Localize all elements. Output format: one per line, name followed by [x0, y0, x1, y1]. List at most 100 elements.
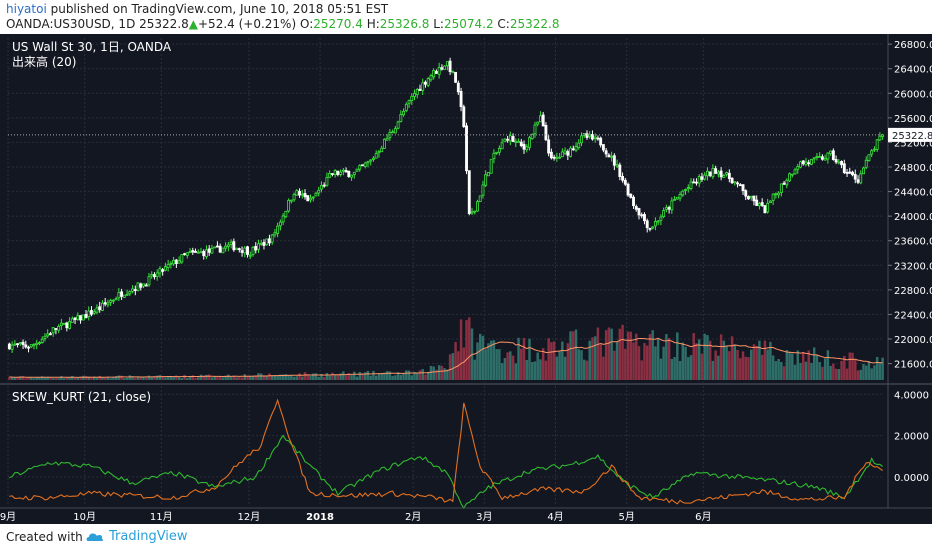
- open-label: O:: [299, 17, 314, 31]
- volume-bar: [210, 377, 214, 380]
- time-tick-label: 4月: [547, 511, 563, 523]
- volume-bar: [314, 373, 318, 380]
- candle-body: [736, 182, 739, 185]
- volume-bar: [109, 378, 112, 380]
- volume-bar: [760, 354, 764, 380]
- price-tick-label: 22800.0: [894, 286, 932, 297]
- volume-bar: [495, 349, 498, 380]
- candle-body: [114, 298, 118, 301]
- candle-body: [519, 141, 523, 147]
- volume-bar: [539, 359, 542, 380]
- candle-body: [95, 307, 99, 313]
- volume-bar: [563, 356, 567, 380]
- volume-bar: [358, 371, 362, 380]
- time-tick-label: 10月: [73, 511, 96, 523]
- time-tick-label: 6月: [695, 511, 711, 523]
- candle-body: [133, 289, 137, 291]
- volume-bar: [262, 375, 266, 380]
- volume-bar: [621, 324, 624, 380]
- candle-body: [629, 193, 633, 198]
- volume-bar: [766, 349, 769, 380]
- candle-body: [273, 232, 277, 236]
- volume-bar: [487, 343, 490, 380]
- volume-bar: [353, 371, 356, 380]
- candle-body: [812, 157, 816, 160]
- candle-body: [747, 195, 750, 200]
- candle-body: [289, 199, 293, 202]
- candle-body: [834, 159, 838, 163]
- candle-body: [596, 137, 600, 140]
- candle-body: [640, 214, 644, 217]
- candle-body: [202, 250, 206, 257]
- volume-bar: [123, 378, 126, 380]
- volume-bar: [202, 375, 205, 380]
- candle-body: [878, 135, 882, 141]
- candle-body: [522, 144, 526, 150]
- volume-bar: [224, 375, 227, 380]
- candle-body: [295, 190, 299, 196]
- candle-body: [810, 158, 813, 165]
- volume-bar: [350, 375, 353, 380]
- volume-bar: [112, 377, 115, 380]
- volume-bar: [697, 339, 701, 380]
- candle-body: [46, 333, 50, 337]
- volume-bar: [394, 375, 397, 380]
- volume-bar: [681, 342, 685, 380]
- volume-bar: [667, 337, 671, 380]
- axes: 26800.0 26400.0 26000.0 25600.0 25200.0 24800…: [0, 34, 932, 523]
- volume-bar: [413, 371, 416, 380]
- volume-bar: [492, 340, 496, 380]
- volume-bar: [703, 333, 706, 380]
- candle-body: [859, 173, 863, 184]
- candle-body: [659, 216, 663, 221]
- volume-bar: [73, 377, 77, 380]
- volume-bar: [637, 346, 641, 380]
- candle-body: [525, 146, 529, 151]
- volume-bar: [780, 361, 783, 380]
- volume-bar: [550, 342, 553, 380]
- chart-area[interactable]: 26800.0 26400.0 26000.0 25600.0 25200.0 24800…: [0, 34, 932, 524]
- publish-info: hiyatoi published on TradingView.com, Ju…: [6, 2, 388, 16]
- volume-bar: [728, 351, 731, 380]
- candle-body: [399, 114, 403, 122]
- volume-bar: [216, 377, 219, 380]
- volume-bar: [46, 376, 49, 380]
- volume-bar: [782, 366, 786, 380]
- candle-body: [65, 322, 69, 329]
- volume-bar: [451, 353, 455, 380]
- candle-body: [593, 136, 597, 139]
- volume-bar: [829, 365, 832, 380]
- candle-body: [804, 161, 808, 166]
- volume-bar: [615, 341, 619, 380]
- price-tick-label: 24800.0: [894, 163, 932, 174]
- volume-bar: [328, 375, 331, 380]
- volume-bar: [229, 377, 233, 380]
- tradingview-brand[interactable]: TradingView: [86, 529, 188, 544]
- chart-canvas[interactable]: 26800.0 26400.0 26000.0 25600.0 25200.0 24800…: [0, 34, 932, 524]
- candle-body: [451, 71, 455, 74]
- author-link[interactable]: hiyatoi: [6, 2, 47, 16]
- volume-bar: [454, 342, 457, 380]
- candle-body: [174, 259, 178, 264]
- volume-bar: [183, 374, 186, 380]
- volume-bar: [640, 360, 643, 380]
- volume-bar: [418, 370, 422, 380]
- volume-bar: [207, 374, 211, 380]
- candle-body: [407, 100, 411, 104]
- volume-bar: [120, 375, 123, 380]
- candle-body: [648, 227, 652, 230]
- candle-body: [29, 344, 33, 348]
- candle-body: [70, 318, 74, 323]
- volume-bar: [30, 377, 33, 380]
- time-tick-label: 9月: [0, 511, 16, 523]
- volume-bar: [769, 341, 772, 380]
- volume-bar: [821, 366, 824, 380]
- candle-body: [566, 151, 570, 156]
- price-tick-label: 23600.0: [894, 237, 932, 248]
- candle-body: [317, 189, 321, 194]
- volume-bar: [443, 368, 446, 380]
- candle-body: [372, 157, 375, 160]
- volume-bar: [76, 377, 80, 380]
- candle-body: [656, 220, 660, 223]
- candle-body: [695, 181, 698, 184]
